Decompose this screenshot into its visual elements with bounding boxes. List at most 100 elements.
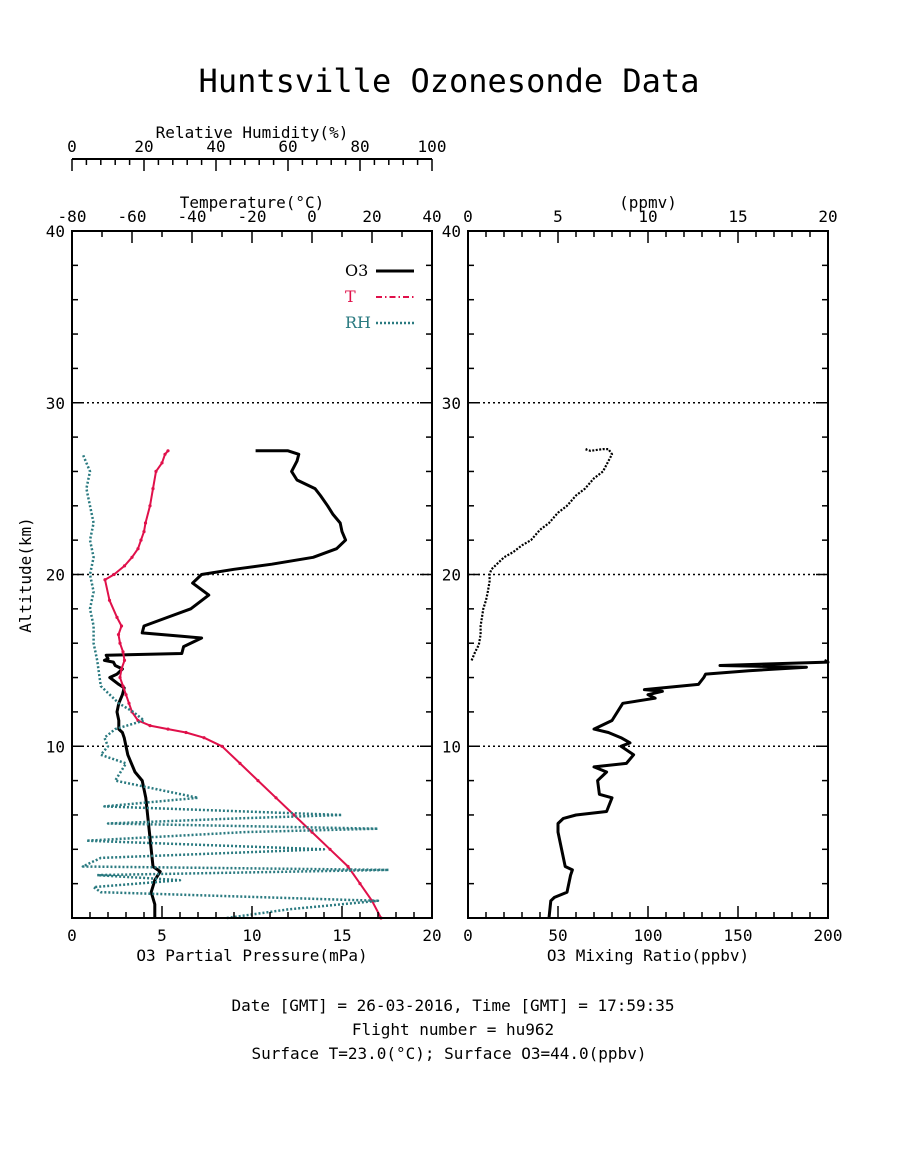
altitude-axis-title: Altitude(km): [16, 517, 35, 633]
temperature-point: [116, 633, 121, 637]
mixing-ratio-axis-title: O3 Mixing Ratio(ppbv): [547, 946, 749, 965]
y-tick-label: 30: [442, 394, 461, 413]
temperature-point: [220, 744, 224, 748]
temperature-point: [328, 847, 332, 851]
x-tick-label-ppmv: 0: [463, 207, 473, 226]
legend-label-o3: O3: [345, 261, 368, 280]
series-line-left-0: [102, 449, 348, 918]
temperature-point: [166, 449, 170, 453]
x-tick-label-ppbv: 100: [634, 926, 663, 945]
temperature-point: [256, 779, 260, 783]
temperature-point: [292, 813, 296, 817]
y-tick-label: 20: [442, 566, 461, 585]
temperature-point: [103, 578, 107, 582]
x-tick-label-ppmv: 5: [553, 207, 563, 226]
temperature-point: [118, 641, 122, 645]
chart-title: Huntsville Ozonesonde Data: [199, 62, 700, 100]
temperature-point: [148, 504, 152, 508]
y-tick-label: 30: [46, 394, 65, 413]
legend-label-rh: RH: [345, 313, 371, 332]
temperature-point: [151, 487, 155, 491]
legend: O3 T RH: [345, 261, 414, 332]
temperature-point: [148, 724, 152, 728]
temperature-axis-title: Temperature(°C): [180, 193, 325, 212]
temperature-point: [136, 547, 140, 551]
left-grid: [72, 402, 432, 747]
x-tick-label-ppbv: 150: [724, 926, 753, 945]
temperature-point: [118, 675, 122, 680]
x-tick-label-ppbv: 200: [814, 926, 843, 945]
x-tick-label-rh: 100: [418, 137, 447, 156]
temperature-point: [121, 684, 125, 688]
series-line-right-1: [470, 448, 614, 661]
temperature-point: [143, 521, 148, 525]
temperature-point: [184, 730, 188, 735]
temperature-point: [130, 555, 134, 559]
series-line-left-2: [81, 453, 391, 920]
temperature-point: [112, 572, 116, 577]
series-line-right-0: [547, 659, 830, 919]
temperature-point: [127, 701, 131, 705]
footer-surface-values: Surface T=23.0(°C); Surface O3=44.0(ppbv…: [252, 1044, 647, 1063]
x-tick-label-rh: 80: [350, 137, 369, 156]
y-tick-label: 20: [46, 566, 65, 585]
y-tick-label: 10: [442, 737, 461, 756]
temperature-point: [107, 598, 112, 602]
x-tick-label-ppmv: 20: [818, 207, 837, 226]
temperature-point: [139, 538, 143, 542]
x-tick-label-temperature: 40: [422, 207, 441, 226]
temperature-point: [346, 864, 350, 869]
x-tick-label-o3: 15: [332, 926, 351, 945]
footer-flight-number: Flight number = hu962: [352, 1020, 554, 1039]
x-tick-label-ppmv: 15: [728, 207, 747, 226]
temperature-point: [274, 796, 278, 800]
ppmv-axis-title: (ppmv): [619, 193, 677, 212]
x-tick-label-rh: 40: [206, 137, 225, 156]
left-panel: 10 20 30 40 0 5 10 15 20 -80 -60 -40 -20 0 20 40 0 20 40 60…: [16, 123, 446, 965]
temperature-point: [166, 727, 170, 731]
right-grid: [468, 402, 828, 747]
legend-label-temperature: T: [345, 287, 356, 306]
temperature-point: [124, 693, 128, 697]
footer-date-time: Date [GMT] = 26-03-2016, Time [GMT] = 17…: [231, 996, 674, 1015]
x-tick-label-ppbv: 0: [463, 926, 473, 945]
temperature-point: [122, 658, 127, 663]
x-tick-label-ppbv: 50: [548, 926, 567, 945]
x-tick-label-ppmv: 10: [638, 207, 657, 226]
temperature-point: [119, 667, 124, 671]
right-series: [470, 448, 830, 919]
temperature-point: [115, 615, 119, 620]
temperature-point: [154, 469, 158, 473]
temperature-point: [119, 624, 124, 628]
temperature-point: [160, 461, 164, 465]
temperature-point: [238, 761, 242, 766]
rh-axis-title: Relative Humidity(%): [156, 123, 349, 142]
x-tick-label-temperature: 0: [307, 207, 317, 226]
left-axes: 10 20 30 40 0 5 10 15 20 -80 -60 -40 -20 0 20 40 0 20 40 60…: [46, 137, 447, 945]
x-tick-label-o3: 0: [67, 926, 77, 945]
left-series: [81, 449, 391, 920]
x-tick-label-o3: 20: [422, 926, 441, 945]
x-tick-label-temperature: -60: [118, 207, 147, 226]
footer: Date [GMT] = 26-03-2016, Time [GMT] = 17…: [231, 996, 674, 1063]
x-tick-label-temperature: 20: [362, 207, 381, 226]
x-tick-label-rh: 60: [278, 137, 297, 156]
y-tick-label: 10: [46, 737, 65, 756]
y-tick-label: 40: [442, 222, 461, 241]
y-tick-label: 40: [46, 222, 65, 241]
temperature-point: [122, 564, 127, 568]
temperature-point: [121, 650, 125, 654]
x-tick-label-rh: 20: [134, 137, 153, 156]
temperature-point: [358, 882, 362, 886]
x-tick-label-temperature: -40: [178, 207, 207, 226]
temperature-point: [142, 530, 146, 534]
x-tick-label-o3: 5: [157, 926, 167, 945]
x-tick-label-temperature: -20: [238, 207, 267, 226]
x-tick-label-temperature: -80: [58, 207, 87, 226]
o3-pressure-axis-title: O3 Partial Pressure(mPa): [136, 946, 367, 965]
temperature-point: [202, 736, 206, 740]
x-tick-label-rh: 0: [67, 137, 77, 156]
